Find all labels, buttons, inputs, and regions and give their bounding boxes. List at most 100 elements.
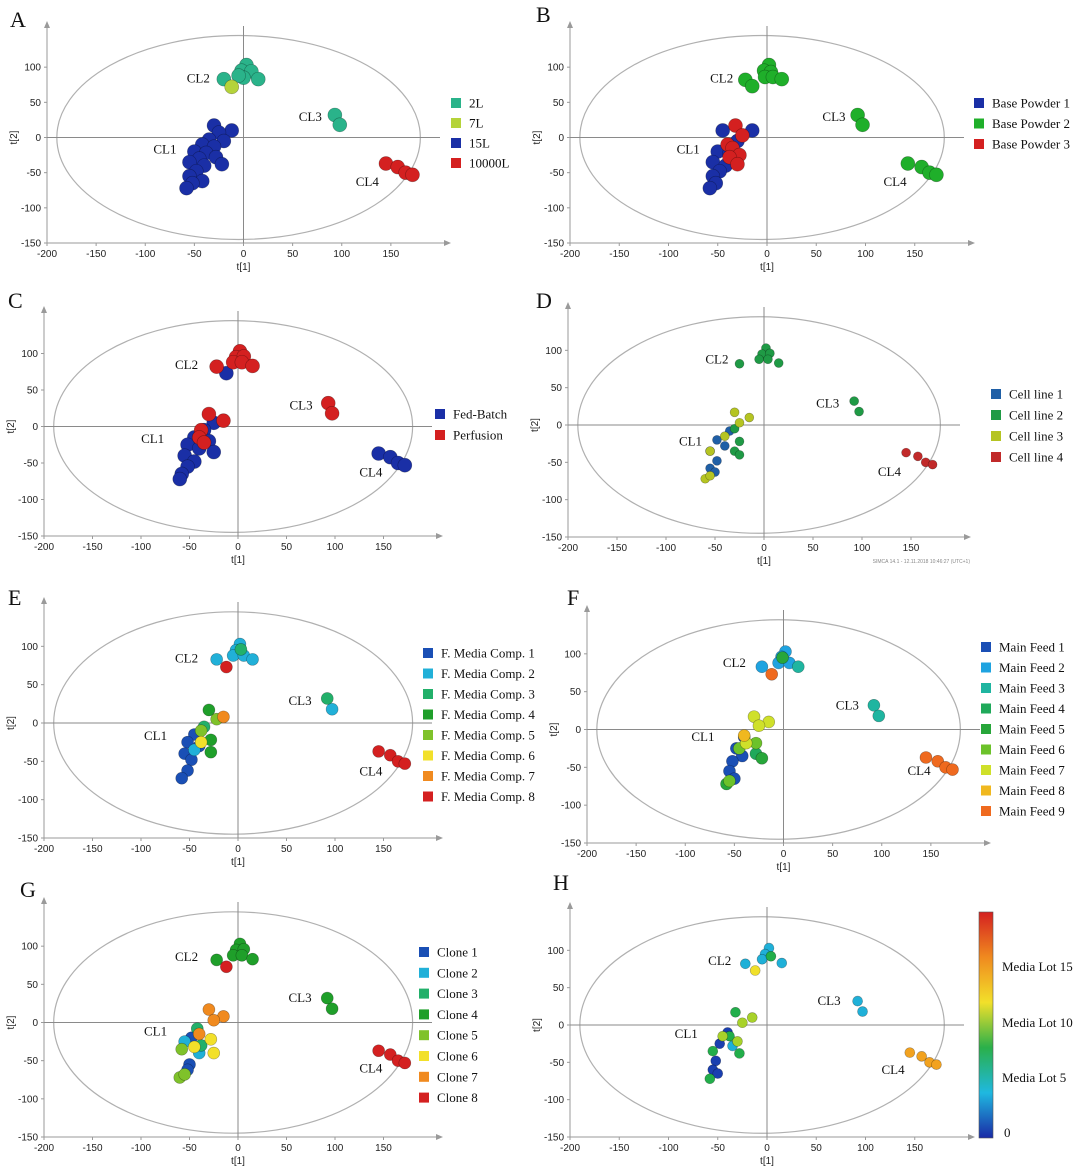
x-tick-label: -150 [609, 1143, 629, 1154]
legend-swatch [981, 642, 991, 652]
x-axis-label: t[1] [760, 1156, 774, 1167]
legend-label: Clone 8 [437, 1090, 478, 1105]
x-tick-label: -200 [34, 844, 54, 855]
x-tick-label: -100 [131, 1143, 151, 1154]
x-tick-label: 100 [873, 849, 890, 860]
x-tick-label: 0 [235, 1143, 241, 1154]
y-axis-arrow [567, 902, 573, 909]
y-axis-label: t[2] [532, 130, 543, 144]
legend-label: F. Media Comp. 1 [441, 646, 535, 661]
x-axis-arrow [984, 840, 991, 846]
legend-label: F. Media Comp. 7 [441, 769, 535, 784]
data-point [730, 1007, 741, 1018]
y-axis-label: t[2] [549, 722, 560, 736]
legend-label: Main Feed 2 [999, 660, 1065, 675]
legend-swatch [981, 662, 991, 673]
legend-swatch [991, 389, 1001, 399]
x-tick-label: 150 [906, 249, 923, 260]
x-tick-label: -100 [658, 1143, 678, 1154]
data-point [854, 406, 864, 417]
data-point [791, 660, 805, 673]
data-point [702, 180, 718, 196]
legend-swatch [423, 689, 433, 699]
data-point [320, 692, 334, 705]
x-tick-label: 150 [375, 542, 392, 553]
x-tick-label: 150 [375, 844, 392, 855]
cluster-label: CL1 [677, 141, 700, 156]
x-tick-label: 0 [781, 849, 787, 860]
colorbar-label: 0 [1004, 1125, 1011, 1140]
x-tick-label: 150 [903, 543, 920, 554]
y-tick-label: -50 [550, 168, 565, 179]
legend-swatch [981, 724, 991, 734]
data-point [734, 436, 745, 447]
data-point [849, 396, 859, 406]
data-point [332, 117, 348, 133]
legend-swatch [974, 118, 984, 129]
legend-swatch [423, 648, 433, 658]
legend-swatch [419, 1030, 429, 1041]
x-tick-label: -150 [86, 249, 106, 260]
x-axis-arrow [436, 835, 443, 841]
legend-swatch [435, 409, 445, 419]
legend-label: F. Media Comp. 3 [441, 687, 535, 702]
y-tick-label: 100 [21, 642, 38, 653]
cluster-label: CL4 [908, 763, 932, 778]
y-tick-label: -150 [542, 533, 562, 544]
y-tick-label: -150 [18, 532, 38, 543]
x-tick-label: 50 [811, 1143, 823, 1154]
data-point [712, 1068, 724, 1079]
data-point [246, 653, 259, 666]
data-point [852, 995, 863, 1007]
data-point [774, 71, 790, 87]
panel-letter: B [536, 2, 551, 27]
panel-letter: F [567, 585, 579, 610]
data-point [710, 1055, 722, 1067]
data-point [372, 745, 385, 758]
x-axis-label: t[1] [237, 262, 251, 273]
data-point [719, 431, 730, 442]
data-point [207, 1046, 221, 1060]
legend-label: Fed-Batch [453, 407, 508, 422]
data-point [192, 1027, 206, 1041]
x-tick-label: -100 [656, 543, 676, 554]
data-point [320, 991, 334, 1005]
data-point [773, 358, 784, 368]
data-point [729, 423, 740, 434]
x-tick-label: 50 [807, 543, 819, 554]
x-tick-label: 0 [761, 543, 767, 554]
y-tick-label: -50 [27, 168, 42, 179]
cluster-label: CL1 [153, 141, 176, 156]
data-point [705, 470, 715, 481]
y-tick-label: 100 [545, 346, 562, 357]
data-point [744, 78, 760, 94]
y-tick-label: 100 [547, 946, 564, 957]
x-axis-label: t[1] [231, 1156, 245, 1167]
legend-swatch [423, 791, 433, 802]
legend-label: Clone 6 [437, 1049, 478, 1064]
cluster-label: CL4 [359, 763, 383, 778]
data-point [220, 660, 233, 674]
x-tick-label: 150 [923, 849, 940, 860]
y-tick-label: 50 [27, 680, 39, 691]
x-axis-arrow [968, 1134, 975, 1140]
data-point [210, 953, 223, 967]
cluster-label: CL4 [883, 174, 907, 189]
y-tick-label: -50 [24, 459, 39, 470]
data-point [737, 1017, 748, 1029]
data-point [719, 441, 730, 451]
legend-swatch [423, 709, 433, 720]
y-tick-label: -100 [18, 795, 38, 806]
cluster-label: CL1 [144, 1024, 167, 1039]
legend-swatch [423, 771, 433, 781]
legend-label: Main Feed 8 [999, 783, 1065, 798]
legend-label: Clone 5 [437, 1028, 478, 1043]
legend-label: 7L [469, 116, 484, 131]
x-axis-label: t[1] [757, 556, 771, 567]
data-point [194, 735, 208, 749]
x-axis-label: t[1] [231, 857, 245, 868]
cluster-label: CL2 [187, 70, 210, 85]
y-tick-label: 100 [24, 63, 41, 74]
data-point [729, 407, 740, 418]
y-tick-label: -150 [561, 839, 581, 850]
